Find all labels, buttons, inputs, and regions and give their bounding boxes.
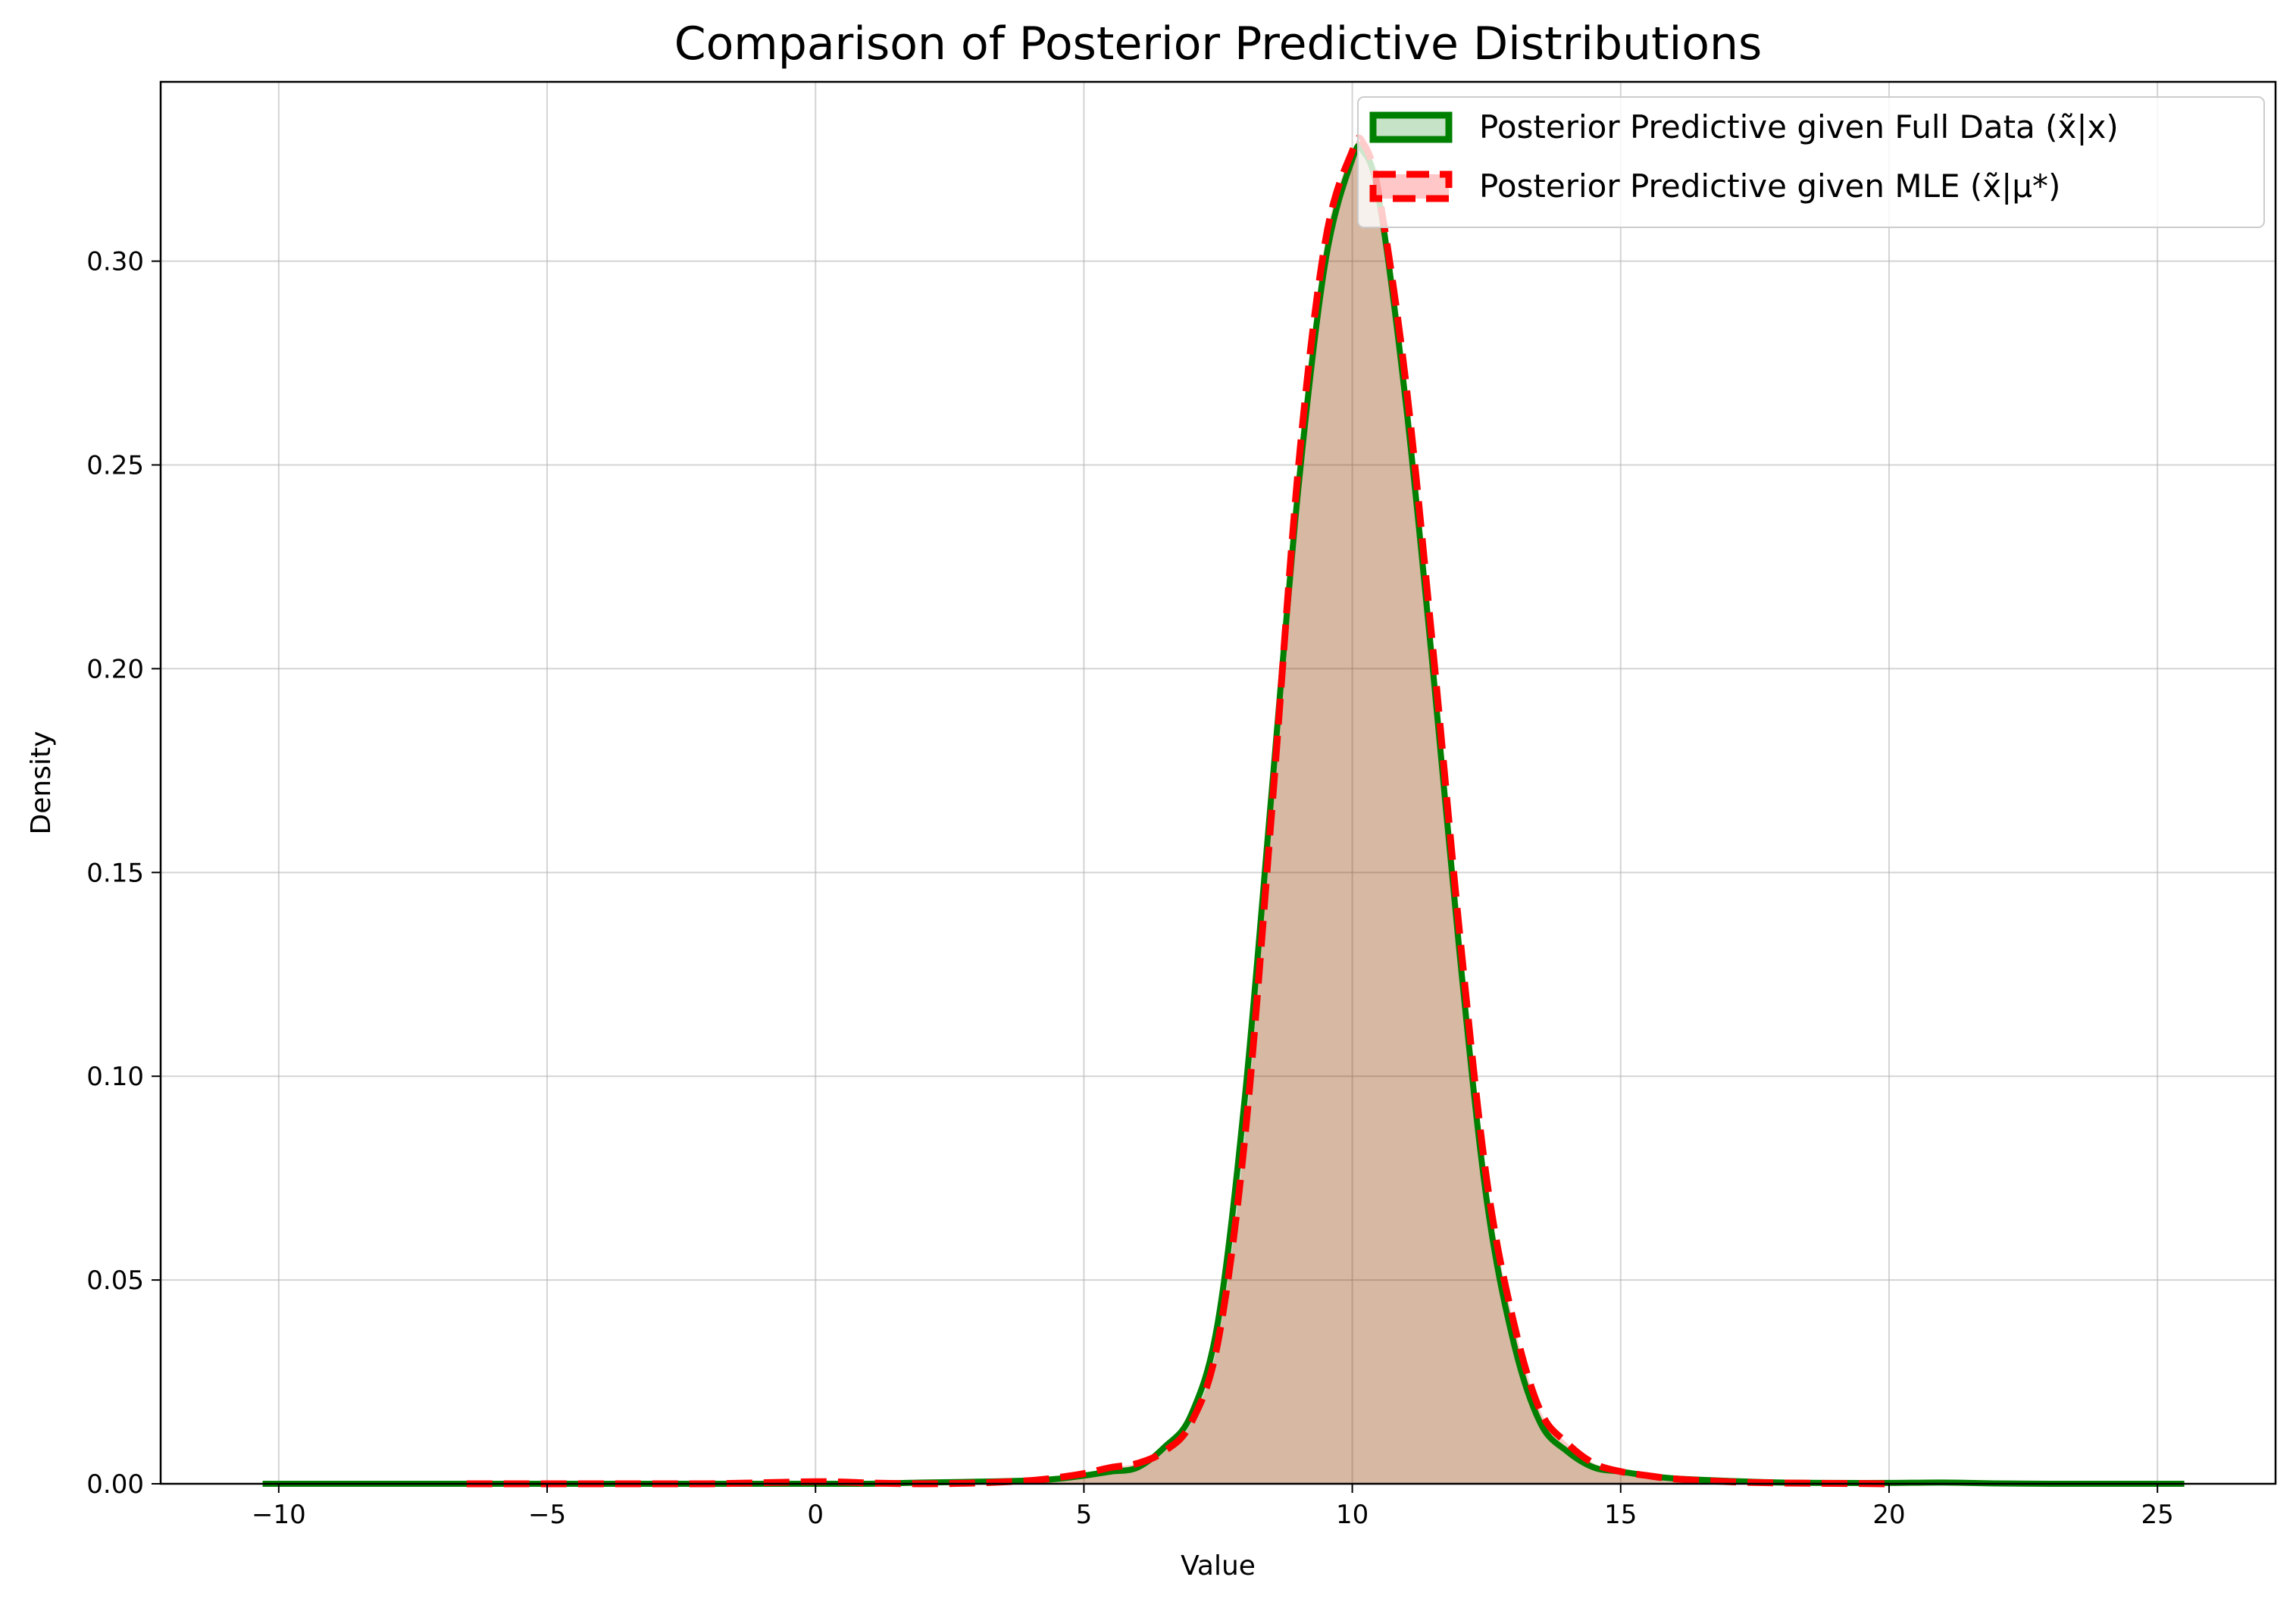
y-tick-label: 0.25 <box>86 451 144 481</box>
plot-frame <box>159 80 2277 1485</box>
x-tick-label: 20 <box>1872 1500 1905 1530</box>
y-tick-label: 0.10 <box>86 1062 144 1092</box>
x-tick-label: 15 <box>1604 1500 1637 1530</box>
y-tick-label: 0.00 <box>86 1469 144 1500</box>
y-tick-label: 0.30 <box>86 247 144 277</box>
grid-layer <box>161 82 2276 1485</box>
legend-box <box>1357 96 2265 228</box>
x-tick-label: −5 <box>528 1500 566 1530</box>
x-tick-label: 0 <box>807 1500 824 1530</box>
y-tick-label: 0.05 <box>86 1266 144 1296</box>
x-tick-label: 10 <box>1336 1500 1369 1530</box>
x-tick-label: 5 <box>1076 1500 1093 1530</box>
legend-label-full-data: Posterior Predictive given Full Data (x̃… <box>1479 108 2119 145</box>
legend-label-mle: Posterior Predictive given MLE (x̃|μ*) <box>1479 167 2060 205</box>
y-axis-label: Density <box>26 731 57 835</box>
density-line-mle <box>466 134 1890 1488</box>
x-axis-label: Value <box>1181 1550 1256 1582</box>
x-tick-label: −10 <box>252 1500 306 1530</box>
tick-layer: −10 −5 0 5 10 15 20 25 0.00 0.05 0.10 0.15 0.20 0.25 0… <box>86 247 2173 1530</box>
legend-swatch-mle <box>1369 171 1453 202</box>
legend-swatch-full-data <box>1369 111 1453 143</box>
legend: Posterior Predictive given Full Data (x̃… <box>1357 96 2265 228</box>
x-tick-label: 25 <box>2141 1500 2174 1530</box>
chart-title: Comparison of Posterior Predictive Distr… <box>674 17 1763 70</box>
y-tick-label: 0.20 <box>86 654 144 684</box>
y-tick-label: 0.15 <box>86 858 144 888</box>
line-layer <box>262 134 2185 1488</box>
